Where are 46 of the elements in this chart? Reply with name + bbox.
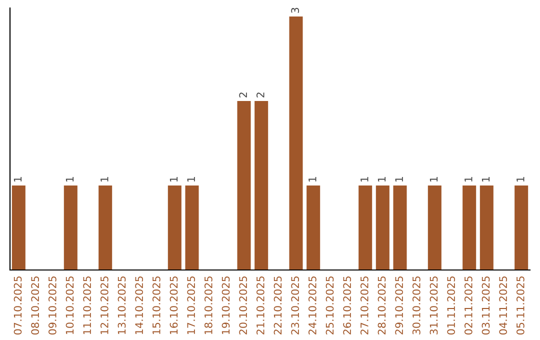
x-tick-label: 04.11.2025 (499, 276, 508, 335)
data-label: 2 (256, 92, 264, 98)
x-tick-label: 08.10.2025 (31, 276, 40, 335)
x-tick-label: 23.10.2025 (291, 276, 300, 334)
x-tick-label: 19.10.2025 (222, 276, 230, 334)
data-label: 1 (378, 177, 386, 182)
x-tick-label: 12.10.2025 (100, 276, 108, 334)
x-tick-label: 20.10.2025 (239, 276, 248, 334)
x-tick-label: 21.10.2025 (256, 276, 264, 334)
data-label: 1 (516, 177, 524, 182)
data-label: 1 (430, 177, 438, 182)
x-tick-label: 29.10.2025 (395, 276, 404, 334)
x-tick-label: 30.10.2025 (412, 276, 420, 334)
x-tick-label: 05.11.2025 (516, 276, 524, 335)
x-tick-label: 27.10.2025 (360, 276, 368, 334)
x-tick-label: 15.10.2025 (152, 276, 160, 334)
x-tick-label: 13.10.2025 (118, 276, 126, 334)
data-label: 1 (395, 177, 403, 182)
x-tick-label: 10.10.2025 (66, 276, 74, 334)
x-tick-label: 18.10.2025 (204, 276, 212, 334)
x-tick-label: 26.10.2025 (343, 276, 352, 334)
x-tick-label: 11.10.2025 (83, 276, 92, 334)
x-tick-label: 09.10.2025 (48, 276, 56, 335)
x-tick-label: 03.11.2025 (482, 276, 490, 335)
data-label: 1 (360, 177, 368, 182)
data-label: 1 (187, 177, 195, 182)
data-label: 1 (482, 177, 490, 182)
data-label: 1 (100, 177, 108, 182)
x-tick-label: 16.10.2025 (170, 276, 178, 334)
x-tick-label: 22.10.2025 (274, 276, 282, 334)
x-tick-label: 07.10.2025 (14, 276, 22, 335)
data-label: 1 (464, 177, 472, 182)
x-tick-label: 02.11.2025 (464, 276, 472, 335)
x-tick-label: 01.11.2025 (447, 276, 456, 335)
data-label: 1 (170, 177, 178, 182)
data-label: 2 (239, 92, 247, 98)
x-tick-label: 28.10.2025 (378, 276, 386, 334)
data-label: 1 (14, 177, 22, 182)
data-label: 3 (291, 8, 300, 13)
data-label: 1 (308, 177, 316, 182)
x-tick-label: 25.10.2025 (326, 276, 334, 334)
x-tick-label: 17.10.2025 (187, 276, 196, 334)
data-label: 1 (66, 177, 74, 182)
x-tick-label: 14.10.2025 (135, 276, 144, 334)
x-tick-label: 24.10.2025 (308, 276, 316, 334)
x-tick-label: 31.10.2025 (430, 276, 438, 334)
